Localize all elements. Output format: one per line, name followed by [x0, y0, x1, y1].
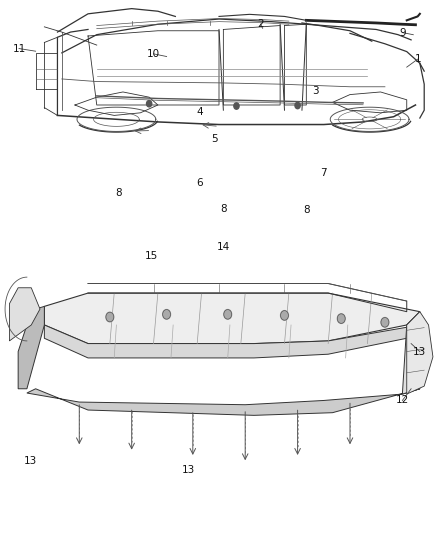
Text: 6: 6	[196, 177, 203, 188]
Text: 15: 15	[145, 251, 158, 261]
Circle shape	[281, 311, 288, 320]
Polygon shape	[18, 306, 44, 389]
Text: 1: 1	[414, 54, 421, 64]
Text: 9: 9	[399, 28, 406, 38]
Circle shape	[337, 314, 345, 324]
Polygon shape	[44, 325, 420, 358]
Circle shape	[295, 102, 300, 109]
Polygon shape	[44, 293, 420, 344]
Circle shape	[234, 103, 239, 109]
Circle shape	[224, 310, 232, 319]
Text: 11: 11	[12, 44, 26, 53]
Text: 8: 8	[220, 204, 227, 214]
Text: 5: 5	[211, 134, 218, 144]
Text: 12: 12	[396, 395, 409, 406]
Text: 4: 4	[196, 107, 203, 117]
Polygon shape	[10, 288, 40, 341]
Text: 8: 8	[303, 205, 310, 215]
Text: 3: 3	[312, 86, 318, 96]
Polygon shape	[27, 389, 420, 415]
Text: 13: 13	[182, 465, 195, 474]
Text: 14: 14	[217, 243, 230, 252]
Text: 2: 2	[257, 19, 264, 29]
Polygon shape	[407, 312, 433, 394]
Text: 7: 7	[321, 168, 327, 179]
Circle shape	[106, 312, 114, 322]
Text: 13: 13	[24, 456, 37, 465]
Text: 10: 10	[147, 49, 160, 59]
Circle shape	[162, 310, 170, 319]
Polygon shape	[403, 312, 420, 394]
Circle shape	[147, 101, 152, 107]
Circle shape	[381, 318, 389, 327]
Text: 13: 13	[413, 346, 427, 357]
Text: 8: 8	[115, 188, 122, 198]
